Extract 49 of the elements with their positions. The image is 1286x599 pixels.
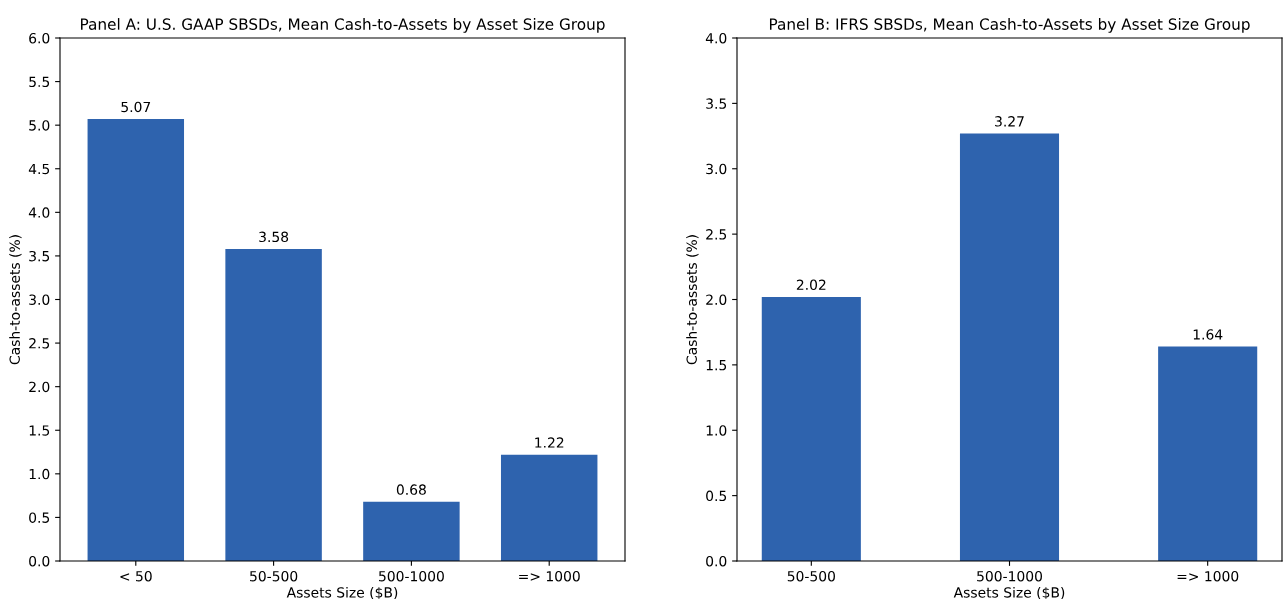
y-tick-label: 3.5 [29,250,50,262]
y-tick-label: 5.5 [29,76,50,88]
y-tick-label: 3.5 [706,98,727,109]
x-tick-label: => 1000 [1177,570,1239,582]
y-tick-label: 4.0 [705,32,727,44]
y-tick-label: 2.5 [29,338,50,349]
y-tick-label: 1.0 [706,425,727,436]
data-label: 3.27 [995,116,1024,127]
y-tick-label: 1.0 [29,468,50,480]
bar [1158,346,1258,561]
y-tick-label: 2.5 [706,229,727,240]
y-tick-label: 1.5 [706,360,727,371]
y-tick-label: 6.0 [29,32,50,44]
x-tick-label: < 50 [120,570,152,582]
x-axis-title: Assets Size ($B) [286,586,398,599]
y-tick-label: 0.5 [706,490,727,502]
y-tick-label: 2.0 [706,294,727,305]
x-axis-title: Assets Size ($B) [953,586,1065,599]
y-axis-title: Cash-to-assets (%) [9,235,22,365]
y-tick-label: 0.5 [29,512,50,523]
y-tick-label: 0.0 [29,555,50,567]
x-tick-label: => 1000 [519,570,580,582]
y-tick-label: 4.5 [28,163,50,175]
x-tick-label: 50-500 [787,570,835,582]
y-axis-title: Cash-to-assets (%) [686,235,699,365]
y-tick-label: 3.0 [29,294,50,305]
data-label: 3.58 [259,231,289,243]
bar [959,133,1060,561]
data-label: 5.07 [121,101,151,113]
chart-title: Panel B: IFRS SBSDs, Mean Cash-to-Assets by Asset Size Group [769,18,1250,33]
y-tick-label: 4.0 [28,207,50,218]
bar [225,248,322,561]
x-tick-label: 500-1000 [977,570,1043,582]
x-tick-label: 50-500 [250,570,298,582]
data-label: 1.22 [535,437,564,448]
bar [500,454,598,561]
y-tick-label: 0.0 [706,555,727,567]
data-label: 0.68 [396,484,426,495]
y-tick-label: 3.0 [706,163,727,175]
bar [363,501,460,561]
chart-title: Panel A: U.S. GAAP SBSDs, Mean Cash-to-Assets by Asset Size Group [81,18,605,33]
x-tick-label: 500-1000 [379,570,444,582]
bar [761,296,861,561]
y-tick-label: 5.0 [29,120,50,131]
data-label: 1.64 [1193,329,1223,340]
data-label: 2.02 [796,279,826,291]
y-tick-label: 2.0 [29,381,50,393]
bar [87,119,185,561]
y-tick-label: 1.5 [29,425,50,436]
